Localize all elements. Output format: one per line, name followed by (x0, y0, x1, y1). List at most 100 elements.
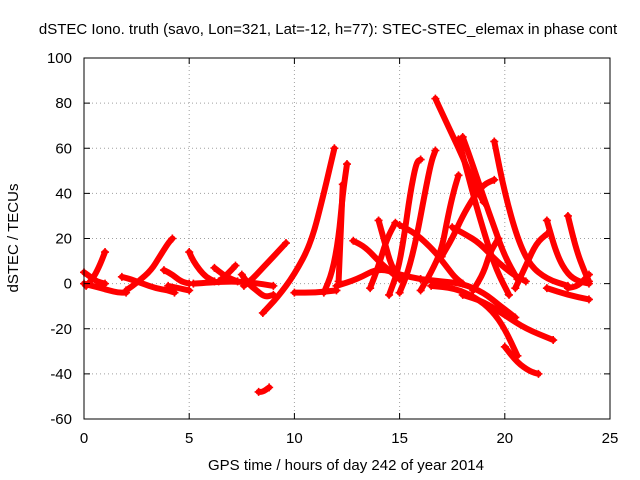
data-point-marker (427, 281, 436, 290)
data-point-marker (395, 220, 404, 229)
data-series-10 (214, 261, 240, 286)
series-curve (259, 145, 338, 316)
data-point-marker (269, 281, 278, 290)
series-curve (186, 249, 218, 285)
data-series-41 (563, 270, 593, 293)
data-point-marker (332, 281, 341, 290)
y-tick-label: 60 (55, 140, 72, 157)
series-curve (240, 240, 289, 289)
data-series-30 (448, 223, 530, 286)
data-point-marker (469, 286, 478, 295)
series-curve (512, 231, 550, 292)
data-point-marker (448, 223, 457, 232)
series-curve (543, 217, 592, 287)
data-series-12 (239, 239, 290, 290)
series-curve (417, 276, 519, 321)
series-curve (459, 134, 521, 283)
data-point-marker (584, 270, 593, 279)
series-curve (83, 249, 108, 289)
series-curve (455, 136, 512, 298)
chart-title: dSTEC Iono. truth (savo, Lon=321, Lat=-1… (39, 21, 618, 38)
data-point-marker (366, 284, 375, 293)
data-point-marker (290, 288, 299, 297)
data-point-marker (185, 286, 194, 295)
data-point-marker (210, 263, 219, 272)
data-point-marker (534, 369, 543, 378)
y-tick-label: 20 (55, 231, 72, 248)
data-point-marker (319, 288, 328, 297)
y-tick-label: 80 (55, 95, 72, 112)
series-curve (491, 138, 571, 289)
x-tick-label: 25 (602, 430, 619, 447)
data-point-marker (584, 295, 593, 304)
data-point-marker (454, 171, 463, 180)
data-point-marker (233, 277, 242, 286)
data-point-marker (122, 286, 131, 295)
data-point-marker (549, 336, 558, 345)
data-series-5 (159, 266, 194, 288)
x-tick-label: 15 (391, 430, 408, 447)
data-point-marker (458, 132, 467, 141)
data-point-marker (395, 288, 404, 297)
data-point-marker (185, 248, 194, 257)
data-series-11 (237, 270, 278, 300)
data-series-39 (542, 284, 593, 304)
series-curve (350, 237, 403, 283)
data-point-marker (164, 281, 173, 290)
data-point-marker (505, 290, 514, 299)
series-curve (564, 212, 592, 285)
data-point-marker (189, 279, 198, 288)
data-point-marker (437, 252, 446, 261)
data-point-marker (254, 387, 263, 396)
series-curve (238, 271, 277, 300)
data-point-marker (258, 308, 267, 317)
data-point-marker (521, 277, 530, 286)
data-point-marker (231, 261, 240, 270)
data-point-marker (431, 94, 440, 103)
data-point-marker (511, 284, 520, 293)
y-tick-label: 0 (64, 276, 72, 293)
series-curve (335, 181, 346, 285)
series-curve (501, 343, 542, 377)
series-curve (449, 224, 529, 285)
y-axis-label: dSTEC / TECUs (5, 184, 22, 293)
data-series-36 (500, 342, 543, 378)
x-tick-label: 0 (80, 430, 88, 447)
series-curve (386, 156, 424, 298)
data-point-marker (168, 234, 177, 243)
data-point-marker (542, 284, 551, 293)
series-curve (459, 291, 557, 343)
y-tick-label: -40 (50, 366, 72, 383)
data-point-marker (500, 342, 509, 351)
data-point-marker (431, 146, 440, 155)
data-point-marker (265, 383, 274, 392)
data-point-marker (416, 275, 425, 284)
series-curve (123, 235, 176, 294)
series-curve (367, 219, 399, 292)
data-series-2 (82, 248, 110, 290)
y-tick-label: -60 (50, 411, 72, 428)
data-point-marker (416, 286, 425, 295)
data-point-marker (349, 236, 358, 245)
data-point-marker (494, 234, 503, 243)
data-point-marker (159, 266, 168, 275)
data-series-13 (254, 383, 274, 396)
x-tick-label: 10 (286, 430, 303, 447)
data-point-marker (416, 155, 425, 164)
data-series-33 (469, 234, 503, 295)
data-series-22 (385, 155, 425, 299)
data-point-marker (343, 160, 351, 169)
grid-layer (84, 58, 610, 419)
y-tick-label: 100 (47, 50, 72, 67)
series-curve (375, 217, 403, 283)
data-point-marker (338, 180, 347, 189)
data-point-marker (101, 248, 110, 257)
tick-layer: 0 5 10 15 20 25 -60 -40 -20 0 20 40 60 80 100 (47, 50, 618, 447)
series-curve (118, 273, 178, 296)
data-series-4 (122, 234, 177, 295)
y-tick-label: -20 (50, 321, 72, 338)
data-point-marker (385, 290, 394, 299)
data-series-6 (164, 281, 194, 295)
